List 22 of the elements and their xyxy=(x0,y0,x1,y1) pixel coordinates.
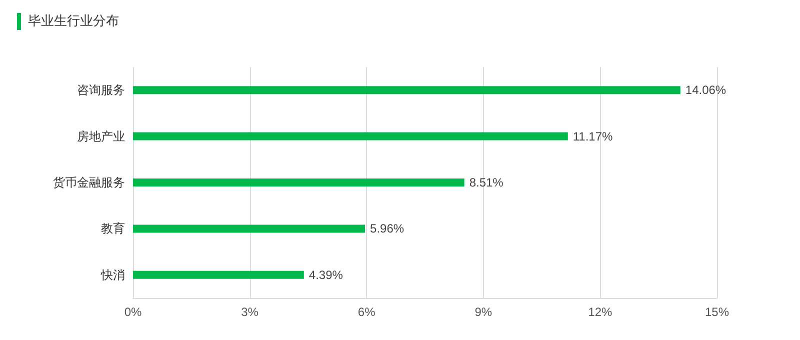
x-tick-label: 15% xyxy=(704,305,730,319)
x-tick-label: 6% xyxy=(358,305,376,319)
x-tick-label: 9% xyxy=(474,305,492,319)
data-label: 4.39% xyxy=(308,268,344,282)
y-tick-label: 快消 xyxy=(100,268,125,282)
bar xyxy=(133,270,304,279)
y-tick-label: 教育 xyxy=(101,222,125,236)
x-tick-label: 3% xyxy=(241,305,259,319)
x-tick-label: 0% xyxy=(124,305,142,319)
bar xyxy=(133,132,568,140)
data-label: 14.06% xyxy=(685,83,726,98)
data-label: 8.51% xyxy=(469,176,504,190)
x-tick-label: 12% xyxy=(588,305,613,319)
y-tick-label: 房地产业 xyxy=(77,129,125,144)
chart-title: 毕业生行业分布 xyxy=(28,13,119,31)
y-tick-label: 货币金融服务 xyxy=(53,176,125,190)
bar xyxy=(133,178,464,186)
data-label: 11.17% xyxy=(572,129,614,144)
bar xyxy=(133,86,680,94)
y-tick-label: 咨询服务 xyxy=(77,83,125,98)
data-label: 5.96% xyxy=(370,222,404,236)
bar xyxy=(133,224,366,233)
